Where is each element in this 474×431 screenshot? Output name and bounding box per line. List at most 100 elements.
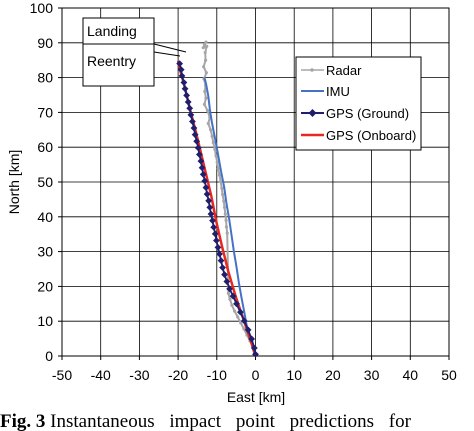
data-point [204, 71, 208, 75]
data-point [201, 177, 209, 185]
data-point [233, 300, 240, 308]
data-point [206, 121, 210, 126]
x-tick-label: -40 [91, 367, 111, 383]
data-point [216, 250, 223, 258]
data-point [217, 257, 225, 265]
y-tick-label: 90 [37, 35, 53, 51]
data-point [194, 144, 202, 152]
data-point [242, 327, 246, 331]
data-point [202, 184, 210, 191]
landing-reentry-annotation: Landing Reentry [82, 17, 187, 87]
data-point [252, 350, 259, 358]
legend-label-imu: IMU [326, 84, 350, 99]
data-point [223, 212, 227, 216]
reentry-pointer [153, 51, 181, 57]
data-point [176, 60, 184, 68]
data-point [222, 205, 227, 210]
reentry-label: Reentry [87, 53, 136, 69]
y-tick-label: 10 [37, 313, 53, 329]
data-point [213, 237, 220, 244]
y-tick-label: 40 [37, 209, 53, 225]
x-tick-label: -20 [168, 367, 188, 383]
y-tick-label: 100 [30, 0, 54, 16]
data-point [233, 309, 237, 313]
data-point [206, 204, 214, 211]
legend-entry-imu: IMU [301, 84, 350, 99]
data-point [204, 40, 208, 44]
data-point [199, 170, 207, 178]
data-point [237, 308, 244, 316]
x-tick-label: 50 [441, 367, 457, 383]
data-point [197, 157, 205, 165]
x-tick-label: -50 [52, 367, 72, 383]
data-point [205, 44, 209, 48]
x-tick-label: 0 [252, 367, 260, 383]
data-point [177, 66, 185, 73]
data-point [187, 111, 195, 119]
data-point [198, 164, 206, 172]
data-point [224, 218, 228, 222]
data-point [216, 167, 220, 171]
data-point [217, 173, 222, 177]
x-tick-label: 30 [364, 367, 380, 383]
series-radar [201, 40, 255, 349]
data-point [248, 335, 256, 343]
legend-entry-gps-ground: GPS (Ground) [301, 106, 409, 121]
x-tick-label: -30 [129, 367, 149, 383]
data-point [244, 326, 252, 334]
landing-pointer [153, 43, 187, 53]
data-point [215, 160, 219, 164]
y-tick-label: 0 [45, 348, 53, 364]
data-point [226, 291, 231, 295]
data-point [250, 344, 258, 352]
legend-label-radar: Radar [326, 63, 362, 78]
data-point [207, 210, 215, 218]
data-point [222, 199, 226, 203]
data-point [205, 197, 213, 205]
data-point [219, 180, 223, 184]
data-point [223, 278, 231, 285]
data-point [220, 186, 224, 190]
data-point [229, 292, 237, 300]
caption-label: Fig. 3 [0, 412, 46, 431]
data-point [201, 46, 205, 50]
legend-label-gps-ground: GPS (Ground) [326, 106, 409, 121]
data-point [178, 72, 186, 80]
data-point [210, 134, 214, 139]
legend-label-gps-onboard: GPS (Onboard) [326, 128, 416, 143]
data-point [210, 223, 218, 231]
x-tick-label: 40 [403, 367, 419, 383]
y-axis-ticks: 0 10 20 30 40 50 60 70 80 90 100 [30, 0, 62, 364]
caption-text: Instantaneous impact point predictions f… [50, 412, 411, 431]
data-point [186, 104, 194, 112]
data-point [205, 109, 210, 113]
data-point [221, 192, 225, 197]
legend-entry-gps-onboard: GPS (Onboard) [301, 128, 416, 143]
data-point [224, 225, 229, 229]
data-point [213, 147, 217, 151]
legend-entry-radar: Radar [301, 63, 362, 78]
y-tick-label: 50 [37, 174, 53, 190]
data-point [202, 42, 207, 47]
data-point [184, 98, 192, 106]
data-point [191, 131, 199, 139]
y-axis-label: North [km] [6, 150, 22, 215]
y-tick-label: 60 [37, 139, 53, 155]
data-point [195, 151, 203, 158]
data-point [203, 50, 207, 55]
series-layer [176, 40, 259, 358]
data-point [211, 141, 215, 145]
series-gps-ground [176, 60, 259, 358]
data-point [230, 303, 234, 307]
data-point [203, 58, 208, 62]
data-point [214, 244, 222, 251]
data-point [226, 285, 233, 293]
data-point [219, 264, 227, 272]
data-point [203, 89, 207, 94]
legend: Radar IMU GPS (Ground) GPS (Onboard) [295, 56, 422, 151]
figure-caption: Fig. 3 Instantaneous impact point predic… [0, 412, 474, 431]
data-point [221, 271, 228, 278]
data-point [239, 321, 243, 325]
data-point [202, 65, 206, 69]
